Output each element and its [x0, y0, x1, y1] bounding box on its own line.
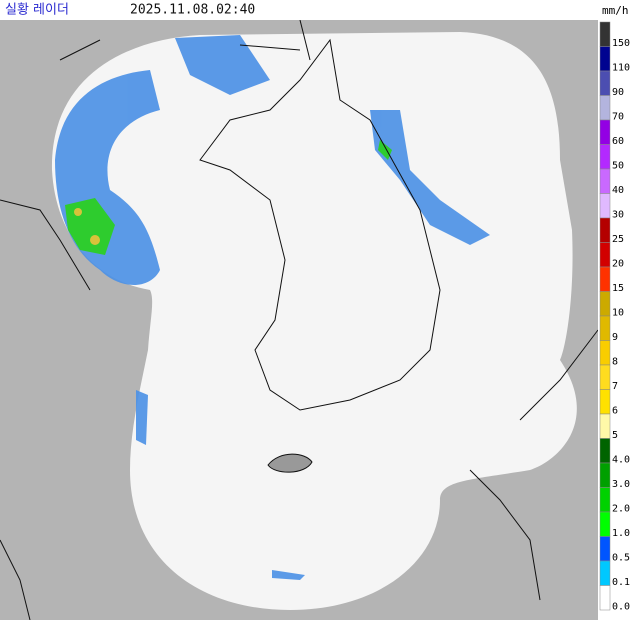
legend-label: 0.0: [612, 601, 630, 612]
title: 실황 레이더: [5, 3, 69, 18]
legend-swatch: [599, 95, 611, 121]
radar-coverage: [51, 32, 577, 610]
legend-swatch: [599, 266, 611, 292]
legend-swatch: [599, 315, 611, 341]
legend: 150 110 90 70 60 50 40 30 25 20 15 10 9 8 7 6 5 4.0 3.0 2.0…: [599, 21, 630, 612]
legend-swatch: [599, 364, 611, 390]
legend-label: 7: [612, 381, 618, 392]
legend-swatch: [599, 462, 611, 488]
unit-label: mm/h: [602, 4, 629, 17]
legend-label: 25: [612, 234, 624, 245]
legend-swatch: [599, 438, 611, 464]
legend-label: 0.1: [612, 577, 630, 588]
legend-label: 5: [612, 430, 618, 441]
legend-swatch: [599, 585, 611, 611]
legend-label: 1.0: [612, 528, 630, 539]
legend-swatch: [599, 119, 611, 145]
legend-label: 8: [612, 356, 618, 367]
legend-swatch: [599, 511, 611, 537]
legend-swatch: [599, 413, 611, 439]
legend-swatch: [599, 21, 611, 47]
legend-swatch: [599, 340, 611, 366]
timestamp: 2025.11.08.02:40: [130, 3, 255, 18]
legend-label: 0.5: [612, 552, 630, 563]
header-bar: [0, 0, 635, 20]
legend-label: 15: [612, 283, 624, 294]
legend-label: 4.0: [612, 454, 630, 465]
legend-swatch: [599, 487, 611, 513]
legend-swatch: [599, 389, 611, 415]
legend-swatch: [599, 70, 611, 96]
legend-label: 50: [612, 160, 624, 171]
legend-swatch: [599, 144, 611, 170]
legend-label: 6: [612, 405, 618, 416]
legend-swatch: [599, 536, 611, 562]
legend-label: 110: [612, 62, 630, 73]
legend-label: 90: [612, 87, 624, 98]
legend-label: 2.0: [612, 503, 630, 514]
coastlines: [0, 19, 599, 621]
legend-swatch: [599, 217, 611, 243]
legend-label: 40: [612, 185, 624, 196]
legend-label: 30: [612, 209, 624, 220]
legend-label: 70: [612, 111, 624, 122]
legend-swatch: [599, 46, 611, 72]
legend-swatch: [599, 291, 611, 317]
legend-label: 20: [612, 258, 624, 269]
legend-label: 60: [612, 136, 624, 147]
legend-label: 10: [612, 307, 624, 318]
legend-label: 3.0: [612, 479, 630, 490]
legend-label: 150: [612, 38, 630, 49]
legend-swatch: [599, 168, 611, 194]
legend-label: 9: [612, 332, 618, 343]
core-echoes: [74, 208, 100, 245]
legend-swatch: [599, 560, 611, 586]
legend-swatch: [599, 193, 611, 219]
legend-swatch: [599, 242, 611, 268]
